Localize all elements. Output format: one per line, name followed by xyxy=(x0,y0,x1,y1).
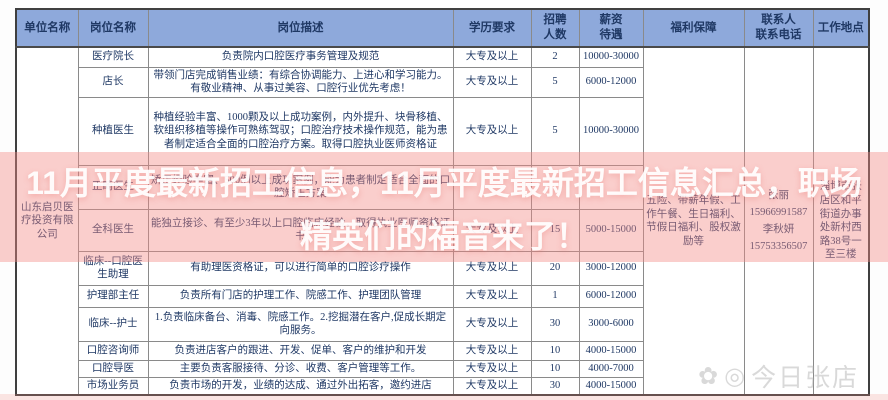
cell-salary: 3000-12000 xyxy=(578,250,644,286)
cell-headcount: 10 xyxy=(530,340,580,361)
cell-salary: 5000-15000 xyxy=(578,208,644,252)
cell-description: 负责院内口腔医疗事务管理及规范 xyxy=(147,46,454,68)
cell-education: 大专及以上 xyxy=(452,359,532,378)
cell-headcount: 1 xyxy=(530,284,580,308)
cell-education: 大专及以上 xyxy=(452,376,532,396)
banner-title-line1: 11月平度最新招工信息，11月平度最新招工信息汇总，职场 xyxy=(26,164,862,201)
cell-position: 店长 xyxy=(77,66,149,98)
cell-company-name: 山东启贝医疗投资有限公司 xyxy=(15,46,79,396)
cell-position: 临床--护士 xyxy=(77,306,149,342)
table-header-row: 单位名称 岗位名称 岗位描述 学历要求 招聘 人数 薪资 待遇 福利保障 联系人… xyxy=(15,8,870,48)
banner-title-line2: 精英们的福音来了！ xyxy=(299,217,588,254)
col-header-education: 学历要求 xyxy=(452,8,532,48)
cell-salary: 3000-6000 xyxy=(578,306,644,342)
cell-work-location: 淄博市张店区和平街道办事处新村西路38号一至三楼 xyxy=(812,46,870,396)
col-header-benefits: 福利保障 xyxy=(642,8,745,48)
contact-name-2: 李秋妍 xyxy=(762,224,795,236)
bottom-pink-strip xyxy=(0,394,888,400)
cell-salary: 6000-12000 xyxy=(578,284,644,308)
col-header-position-name: 岗位名称 xyxy=(77,8,149,48)
cell-description: 带领门店完成销售业绩：有综合协调能力、上进心和学习能力。有敬业精神、从事过美容、… xyxy=(147,66,454,98)
cell-headcount: 30 xyxy=(530,306,580,342)
recruitment-table: 单位名称 岗位名称 岗位描述 学历要求 招聘 人数 薪资 待遇 福利保障 联系人… xyxy=(15,8,870,397)
cell-salary: 4000-15000 xyxy=(578,376,644,396)
table-row: 口腔导医 主要负责客服接待、分诊、收费、客户管理等工作。 大专及以上 10 40… xyxy=(16,359,869,378)
table-row: 口腔咨询师 负责进店客户的跟进、开发、促单、客户的维护和开发 大专及以上 10 … xyxy=(16,340,869,361)
col-header-position-description: 岗位描述 xyxy=(147,8,454,48)
table-row: 店长 带领门店完成销售业绩：有综合协调能力、上进心和学习能力。有敬业精神、从事过… xyxy=(16,66,869,98)
table-row: 山东启贝医疗投资有限公司 医疗院长 负责院内口腔医疗事务管理及规范 大专及以上 … xyxy=(15,46,870,396)
contact-name-1: 张丽 xyxy=(768,189,789,201)
table-row: 正畸医生 矫正经验丰富、500例以上成功案例，能为患者制定适合全面的口腔矫正方案 xyxy=(16,164,869,210)
table-row: 护理部主任 负责所有门店的护理工作、院感工作、护理团队管理 大专及以上 1 60… xyxy=(16,284,869,308)
cell-education: 大专及以上 xyxy=(452,340,532,361)
cell-headcount: 10 xyxy=(530,359,580,378)
cell-contact: 张丽 15966991587 李秋妍 15753356507 xyxy=(743,46,814,396)
cell-headcount: 5 xyxy=(530,66,580,98)
cell-salary: 6000-12000 xyxy=(578,66,644,98)
col-header-location: 工作地点 xyxy=(812,8,870,48)
cell-headcount: 2 xyxy=(530,46,580,68)
cell-salary: 10000-30000 xyxy=(578,46,644,68)
cell-description: 有助理医资格证，可以进行简单的口腔诊疗操作 xyxy=(147,250,454,286)
cell-description: 种植经验丰富、1000颗及以上成功案例，内外提升、块骨移植、软组织移植等操作可熟… xyxy=(147,96,454,166)
col-header-contact: 联系人 联系电话 xyxy=(743,8,814,48)
title-overlay-banner: 11月平度最新招工信息，11月平度最新招工信息汇总，职场 精英们的福音来了！ xyxy=(0,152,888,262)
col-header-unit-name: 单位名称 xyxy=(15,8,79,48)
cell-benefits: 五险、带薪年假、工作午餐、生日福利、节假日福利、股权激励等 xyxy=(642,46,745,396)
at-circle-icon: ◎ xyxy=(724,362,748,390)
cell-description: 负责所有门店的护理工作、院感工作、护理团队管理 xyxy=(147,284,454,308)
cell-salary: 4000-7000 xyxy=(578,359,644,378)
cell-description: 能独立接诊、有至少3年以上口腔临床经验，取得执业医师资格证书 xyxy=(147,208,454,252)
cell-headcount: 30 xyxy=(530,376,580,396)
cell-position: 口腔咨询师 xyxy=(77,340,149,361)
table-row: 种植医生 种植经验丰富、1000颗及以上成功案例，内外提升、块骨移植、软组织移植… xyxy=(16,96,869,166)
cell-education: 大专及以上 xyxy=(452,306,532,342)
cell-description: 负责市场的开发，业绩的达成、通过外出拓客，邀约进店 xyxy=(147,376,454,396)
cell-description: 负责进店客户的跟进、开发、促单、客户的维护和开发 xyxy=(147,340,454,361)
table-row: 市场业务员 负责市场的开发，业绩的达成、通过外出拓客，邀约进店 大专及以上 30… xyxy=(16,376,869,396)
col-header-salary: 薪资 待遇 xyxy=(578,8,644,48)
cell-position: 正畸医生 xyxy=(77,164,149,210)
cell-description: 主要负责客服接待、分诊、收费、客户管理等工作。 xyxy=(147,359,454,378)
cell-description: 矫正经验丰富、500例以上成功案例，能为患者制定适合全面的口腔矫正方案 xyxy=(147,164,454,210)
cell-position: 口腔导医 xyxy=(77,359,149,378)
contact-phone-1: 15966991587 xyxy=(749,206,808,218)
cell-description: 1.负责临床备台、消毒、院感工作。2.挖掘潜在客户,促成长期定向服务。 xyxy=(147,306,454,342)
cell-position: 护理部主任 xyxy=(77,284,149,308)
cell-salary: 4000-15000 xyxy=(578,340,644,361)
cell-position: 全科医生 xyxy=(77,208,149,252)
table-row: 临床--口腔医生助理 有助理医资格证，可以进行简单的口腔诊疗操作 大专及以上 2… xyxy=(16,250,869,286)
contact-phone-2: 15753356507 xyxy=(749,241,808,253)
watermark-text: 今日张店 xyxy=(751,364,860,392)
cell-position: 市场业务员 xyxy=(77,376,149,396)
cell-education: 大专及以上 xyxy=(452,66,532,98)
table-row: 全科医生 能独立接诊、有至少3年以上口腔临床经验，取得执业医师资格证书 大专及以… xyxy=(16,208,869,252)
swirl-logo-icon: ✿ xyxy=(698,362,721,390)
cell-education xyxy=(452,164,532,210)
cell-education: 大专及以上 xyxy=(452,284,532,308)
cell-salary: 10000-30000 xyxy=(578,96,644,166)
cell-education: 大专及以上 xyxy=(452,46,532,68)
watermark: ✿ ◎ 今日张店 xyxy=(698,358,859,394)
col-header-headcount: 招聘 人数 xyxy=(530,8,580,48)
cell-position: 医疗院长 xyxy=(77,46,149,68)
cell-education: 大专及以上 xyxy=(452,208,532,252)
